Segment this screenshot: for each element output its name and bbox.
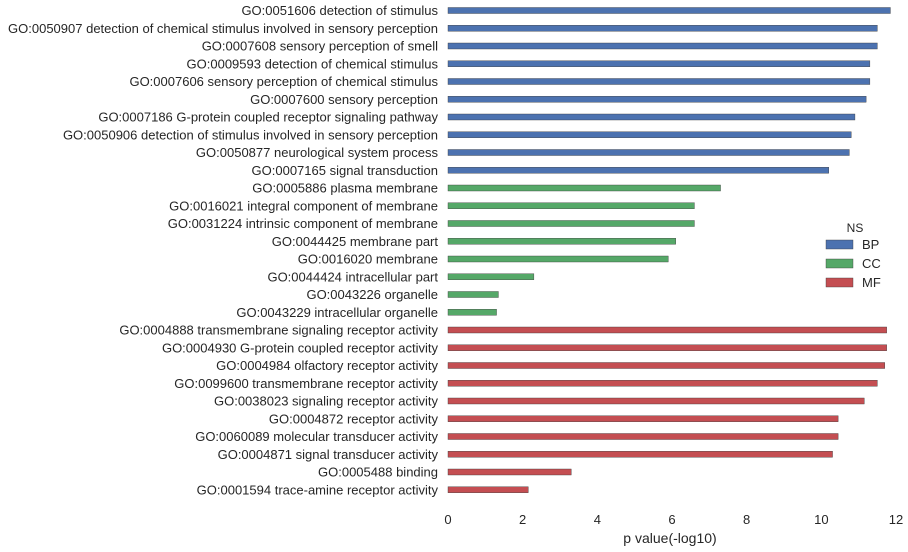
- bar: [447, 468, 572, 476]
- x-tick-label: 8: [743, 512, 750, 527]
- bar: [447, 149, 850, 156]
- bar: [447, 433, 839, 440]
- bar: [447, 60, 871, 67]
- bar: [447, 486, 529, 493]
- legend-swatch: [825, 258, 854, 269]
- category-label: GO:0043229 intracellular organelle: [236, 305, 438, 320]
- x-tick-label: 0: [444, 512, 451, 527]
- bar: [447, 415, 839, 422]
- category-label: GO:0004871 signal transducer activity: [218, 447, 439, 462]
- bar: [447, 309, 497, 316]
- bar: [447, 451, 833, 458]
- category-label: GO:0016021 integral component of membran…: [169, 198, 438, 213]
- bar: [447, 184, 721, 192]
- category-label: GO:0050907 detection of chemical stimulu…: [8, 21, 438, 36]
- category-label: GO:0007606 sensory perception of chemica…: [129, 74, 438, 89]
- bar: [447, 113, 856, 121]
- bar: [447, 220, 695, 227]
- bar: [447, 397, 865, 405]
- category-label: GO:0001594 trace-amine receptor activity: [197, 482, 439, 497]
- bar: [447, 380, 878, 387]
- legend-swatch: [825, 239, 854, 250]
- bars-group: [447, 7, 891, 493]
- x-tick-label: 2: [519, 512, 526, 527]
- category-label: GO:0007608 sensory perception of smell: [202, 39, 438, 54]
- category-label: GO:0099600 transmembrane receptor activi…: [174, 376, 438, 391]
- bar: [447, 344, 887, 351]
- legend: NS BP CC MF: [825, 221, 881, 290]
- bar: [447, 78, 871, 85]
- bar: [447, 291, 499, 298]
- bar: [447, 96, 867, 103]
- category-label: GO:0044424 intracellular part: [267, 269, 438, 284]
- bar: [447, 25, 878, 32]
- category-label: GO:0043226 organelle: [306, 287, 438, 302]
- category-label: GO:0050906 detection of stimulus involve…: [63, 127, 438, 142]
- bar: [447, 362, 885, 369]
- category-label: GO:0031224 intrinsic component of membra…: [168, 216, 438, 231]
- category-labels: GO:0051606 detection of stimulus GO:00509…: [8, 3, 438, 497]
- legend-label: BP: [862, 237, 879, 252]
- x-axis-label: p value(-log10): [623, 530, 716, 546]
- x-tick-label: 12: [889, 512, 903, 527]
- bar: [447, 202, 695, 209]
- legend-title: NS: [847, 221, 864, 235]
- category-label: GO:0016020 membrane: [298, 252, 438, 267]
- category-label: GO:0038023 signaling receptor activity: [214, 394, 439, 409]
- category-label: GO:0004930 G-protein coupled receptor ac…: [162, 340, 439, 355]
- legend-swatch: [825, 277, 854, 288]
- category-label: GO:0051606 detection of stimulus: [241, 3, 438, 18]
- x-tick-label: 10: [814, 512, 828, 527]
- category-label: GO:0007600 sensory perception: [250, 92, 438, 107]
- category-label: GO:0007186 G-protein coupled receptor si…: [98, 110, 438, 125]
- x-tick-label: 6: [668, 512, 675, 527]
- category-label: GO:0009593 detection of chemical stimulu…: [187, 56, 439, 71]
- category-label: GO:0004888 transmembrane signaling recep…: [119, 323, 438, 338]
- bar: [447, 255, 669, 263]
- x-axis-ticks: 0 2 4 6 8 10 12: [444, 512, 903, 527]
- category-label: GO:0004984 olfactory receptor activity: [216, 358, 438, 373]
- bar: [447, 167, 829, 174]
- category-label: GO:0007165 signal transduction: [252, 163, 438, 178]
- bar: [447, 131, 852, 138]
- bar: [447, 273, 535, 280]
- bar: [447, 238, 676, 245]
- bar: [447, 7, 891, 14]
- legend-label: CC: [862, 256, 881, 271]
- category-label: GO:0060089 molecular transducer activity: [195, 429, 438, 444]
- bar: [447, 326, 887, 334]
- category-label: GO:0044425 membrane part: [272, 234, 439, 249]
- category-label: GO:0005886 plasma membrane: [252, 181, 438, 196]
- legend-label: MF: [862, 275, 881, 290]
- category-label: GO:0005488 binding: [318, 465, 438, 480]
- bar: [447, 42, 878, 50]
- category-label: GO:0050877 neurological system process: [196, 145, 439, 160]
- x-tick-label: 4: [594, 512, 601, 527]
- category-label: GO:0004872 receptor activity: [269, 411, 439, 426]
